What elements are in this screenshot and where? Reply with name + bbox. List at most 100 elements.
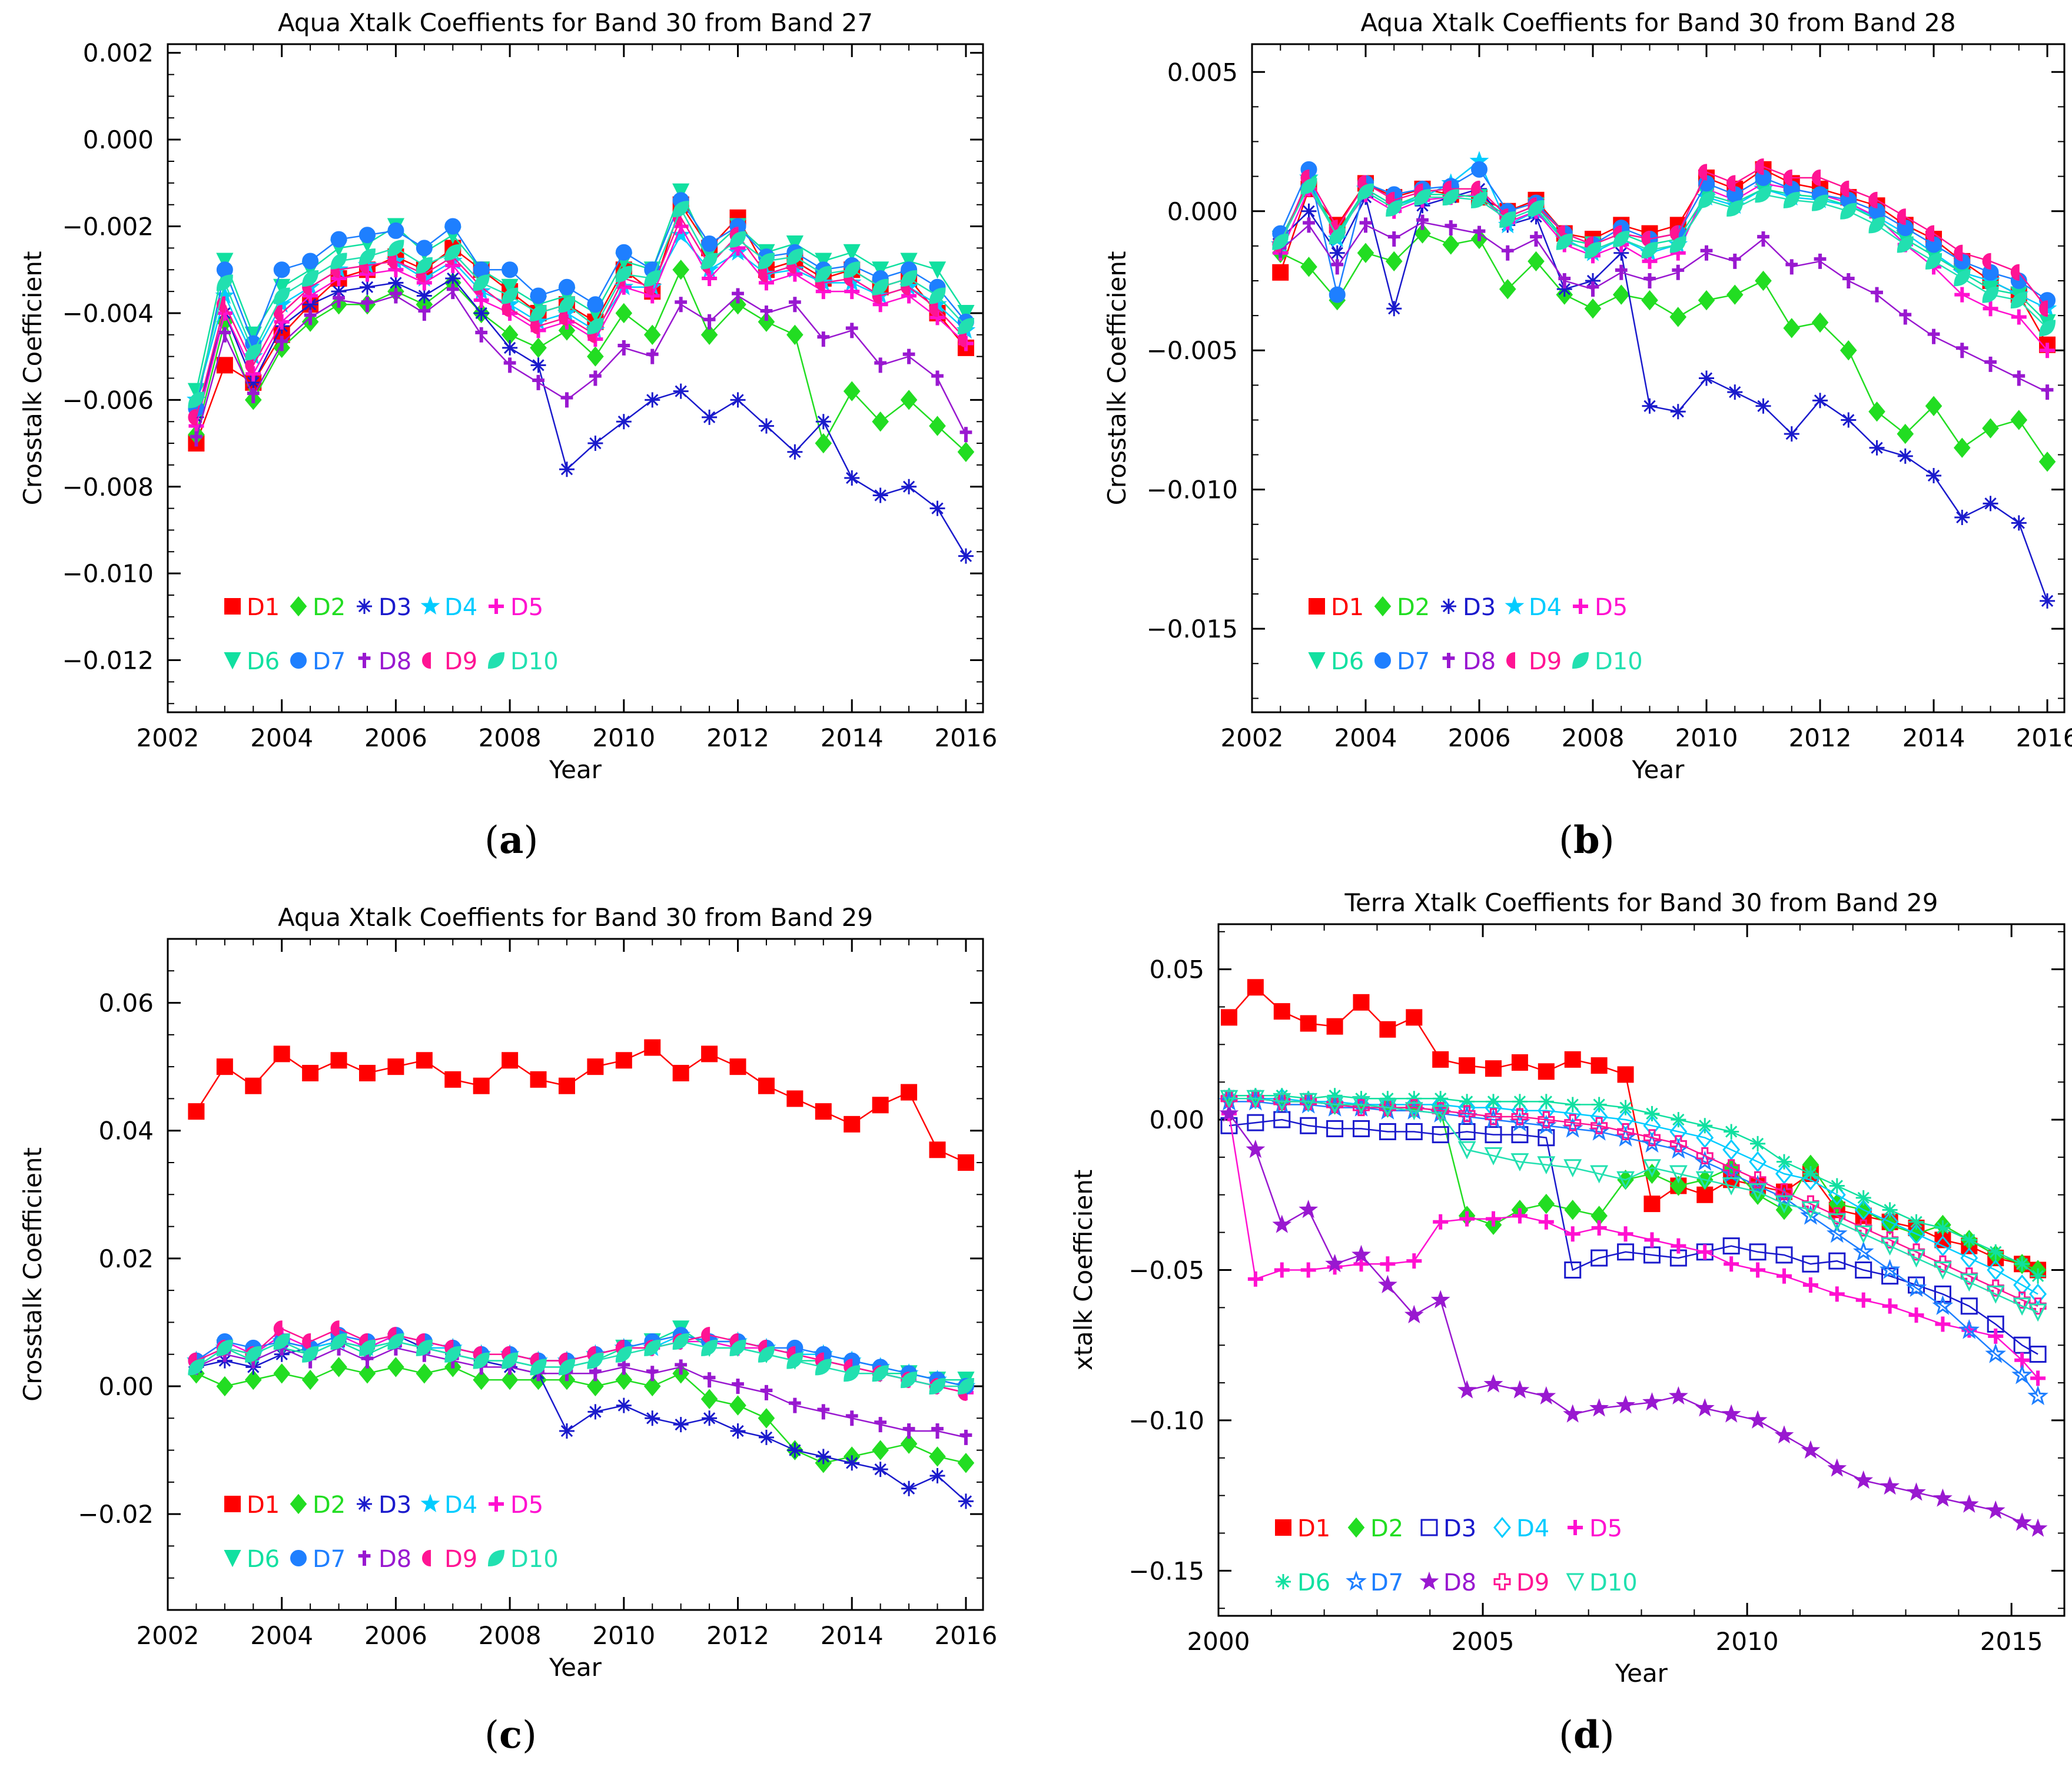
- data-point-d8: [703, 1372, 716, 1388]
- data-point-d10: [701, 253, 718, 270]
- data-point-d6: [1802, 1166, 1818, 1182]
- data-point-d5: [1274, 1262, 1290, 1278]
- data-point-d2: [587, 346, 604, 367]
- data-point-d10: [1613, 231, 1630, 248]
- data-point-d10: [1220, 1090, 1238, 1108]
- legend-marker-d3: [357, 599, 372, 614]
- legend-b: D1 D2 D3 D4 D5 D6 D7 D8 D9 D10: [1308, 594, 1643, 675]
- legend-marker-d3: [1441, 599, 1456, 614]
- data-point-d2: [330, 1357, 347, 1377]
- data-point-d10: [2013, 1297, 2031, 1316]
- data-point-d9: [1749, 1171, 1766, 1188]
- data-point-d10: [558, 1359, 575, 1376]
- data-point-d9: [2010, 264, 2020, 281]
- data-point-d8: [361, 297, 374, 313]
- data-point-d3: [1897, 448, 1913, 464]
- data-point-d9: [1722, 1159, 1740, 1177]
- data-point-d10: [1471, 191, 1488, 208]
- data-point-d1: [1590, 1057, 1608, 1074]
- data-point-d1: [216, 357, 233, 374]
- data-point-d10: [1775, 1195, 1794, 1214]
- data-point-d8: [1325, 1254, 1344, 1273]
- data-point-d1: [815, 1103, 832, 1120]
- data-point-d9: [1538, 1111, 1555, 1128]
- data-point-d2: [672, 260, 689, 280]
- data-point-d3: [616, 1397, 632, 1413]
- chart-panel-d: Terra Xtalk Coeffients for Band 30 from …: [1069, 888, 2066, 1688]
- data-point-d6: [1512, 1094, 1528, 1110]
- data-point-d5: [2011, 309, 2027, 325]
- series-line-d9: [1280, 165, 2048, 310]
- y-tick-label: −0.008: [62, 473, 154, 502]
- data-point-d1: [416, 1052, 433, 1069]
- data-point-d8: [1219, 1103, 1239, 1122]
- data-point-d3: [1458, 1123, 1476, 1140]
- data-point-d3: [1379, 1123, 1396, 1140]
- chart-panel-b: Aqua Xtalk Coeffients for Band 30 from B…: [1103, 8, 2072, 784]
- data-point-d6: [1459, 1094, 1475, 1110]
- data-point-d7: [502, 261, 519, 278]
- data-point-d3: [1775, 1246, 1793, 1264]
- x-tick-label: 2002: [137, 1621, 200, 1650]
- y-tick-label: 0.00: [1149, 1105, 1204, 1134]
- data-point-d1: [672, 1065, 689, 1081]
- data-point-d2: [1698, 290, 1715, 311]
- data-point-d8: [959, 1429, 972, 1445]
- data-point-d10: [1484, 1147, 1503, 1166]
- data-point-d8: [1984, 356, 1997, 372]
- data-point-d5: [1697, 1244, 1713, 1260]
- series-line-d8: [195, 290, 967, 440]
- data-point-d2: [1528, 251, 1545, 272]
- data-point-d3: [1585, 273, 1601, 288]
- data-point-d2: [1811, 312, 1829, 333]
- data-point-d10: [815, 1359, 832, 1376]
- legend-label-d6: D6: [247, 648, 280, 675]
- data-point-d1: [1406, 1009, 1423, 1026]
- data-point-d3: [1564, 1261, 1582, 1279]
- data-point-d6: [1882, 1202, 1898, 1218]
- data-point-d10: [1300, 178, 1317, 195]
- data-point-d8: [617, 340, 630, 356]
- y-tick-label: −0.002: [62, 213, 154, 241]
- data-point-d1: [1220, 1009, 1237, 1026]
- x-tick-label: 2006: [364, 1621, 427, 1650]
- legend-marker-d8: [358, 1550, 371, 1566]
- series-line-d10: [195, 207, 967, 400]
- data-point-d8: [845, 323, 858, 338]
- legend-marker-d6: [1276, 1574, 1291, 1589]
- data-point-d10: [1925, 253, 1942, 270]
- x-tick-label: 2006: [1448, 723, 1511, 752]
- data-point-d2: [216, 1376, 234, 1397]
- data-point-d2: [1538, 1193, 1555, 1214]
- data-point-d8: [931, 370, 944, 386]
- data-point-d10: [1537, 1156, 1556, 1175]
- data-point-d9: [1726, 175, 1736, 192]
- data-point-d3: [559, 1423, 575, 1439]
- series-line-d1: [195, 202, 967, 444]
- data-point-d2: [900, 390, 918, 410]
- data-point-d6: [1855, 1190, 1871, 1206]
- chart-panel-c: Aqua Xtalk Coeffients for Band 30 from B…: [18, 903, 997, 1682]
- legend-label-d10: D10: [1589, 1569, 1638, 1596]
- legend-marker-d7: [290, 1550, 307, 1566]
- data-point-d3: [2040, 593, 2056, 609]
- data-point-d8: [1899, 309, 1912, 325]
- data-point-d3: [245, 374, 261, 390]
- plot-area-d: [1218, 979, 2048, 1537]
- legend-label-d3: D3: [378, 1492, 411, 1519]
- data-point-d5: [1406, 1253, 1422, 1269]
- data-point-d1: [473, 1077, 490, 1094]
- data-point-d2: [1442, 234, 1460, 255]
- data-point-d2: [501, 1369, 519, 1390]
- series-d8: [1274, 214, 2054, 400]
- legend-label-d9: D9: [1516, 1569, 1549, 1596]
- x-tick-label: 2012: [706, 723, 769, 752]
- data-point-d10: [1326, 1096, 1344, 1114]
- data-point-d3: [1855, 1261, 1872, 1279]
- data-point-d10: [957, 318, 974, 335]
- plot-frame-b: [1251, 43, 2066, 713]
- data-point-d3: [530, 357, 546, 373]
- legend-label-d1: D1: [1331, 594, 1364, 621]
- series-line-d3: [1280, 188, 2048, 602]
